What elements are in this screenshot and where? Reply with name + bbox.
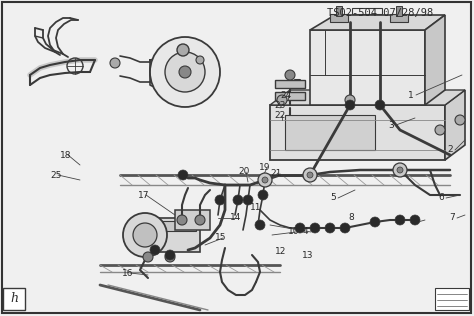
- Circle shape: [435, 125, 445, 135]
- Circle shape: [150, 245, 160, 255]
- Circle shape: [178, 170, 188, 180]
- Circle shape: [370, 217, 380, 227]
- Text: TS02-504 07/28/98: TS02-504 07/28/98: [327, 8, 433, 18]
- Polygon shape: [425, 15, 445, 105]
- Circle shape: [277, 95, 287, 105]
- Circle shape: [303, 168, 317, 182]
- Text: 20: 20: [238, 167, 249, 177]
- Circle shape: [395, 215, 405, 225]
- Circle shape: [393, 163, 407, 177]
- Text: 19: 19: [259, 163, 271, 173]
- Circle shape: [258, 190, 268, 200]
- Text: 4: 4: [303, 228, 309, 236]
- Bar: [435, 288, 469, 310]
- Text: 22: 22: [274, 111, 285, 119]
- Text: 2: 2: [447, 145, 453, 155]
- Circle shape: [243, 195, 253, 205]
- Circle shape: [143, 252, 153, 262]
- Text: 10: 10: [288, 228, 300, 236]
- Bar: [275, 80, 305, 88]
- Bar: [310, 30, 425, 105]
- Circle shape: [215, 195, 225, 205]
- Circle shape: [258, 173, 272, 187]
- Circle shape: [375, 100, 385, 110]
- Text: 18: 18: [60, 150, 72, 160]
- Text: 3: 3: [388, 120, 394, 130]
- Polygon shape: [270, 90, 465, 105]
- Circle shape: [165, 252, 175, 262]
- Circle shape: [410, 215, 420, 225]
- Bar: [352, 8, 382, 14]
- Bar: [175, 210, 210, 230]
- Polygon shape: [270, 105, 445, 160]
- Text: 23: 23: [274, 100, 285, 110]
- Circle shape: [397, 167, 403, 173]
- Text: 14: 14: [230, 214, 241, 222]
- Bar: [155, 218, 200, 252]
- Circle shape: [307, 172, 313, 178]
- Text: 21: 21: [270, 168, 282, 178]
- Circle shape: [255, 220, 265, 230]
- Bar: [336, 6, 342, 16]
- Circle shape: [285, 70, 295, 80]
- Polygon shape: [310, 15, 445, 30]
- Circle shape: [345, 95, 355, 105]
- Bar: [158, 221, 196, 231]
- Circle shape: [340, 223, 350, 233]
- Circle shape: [177, 215, 187, 225]
- Bar: [285, 115, 375, 150]
- Bar: [3, 288, 25, 310]
- Circle shape: [455, 115, 465, 125]
- Circle shape: [345, 100, 355, 110]
- Text: 7: 7: [449, 214, 455, 222]
- Circle shape: [196, 56, 204, 64]
- Text: 16: 16: [122, 269, 134, 277]
- Circle shape: [325, 223, 335, 233]
- Text: 13: 13: [302, 251, 313, 259]
- Text: 8: 8: [348, 214, 354, 222]
- Circle shape: [310, 223, 320, 233]
- Circle shape: [262, 177, 268, 183]
- Circle shape: [150, 37, 220, 107]
- Circle shape: [233, 195, 243, 205]
- Circle shape: [177, 44, 189, 56]
- Circle shape: [179, 66, 191, 78]
- Bar: [396, 6, 402, 16]
- Text: 1: 1: [408, 90, 414, 100]
- Circle shape: [133, 223, 157, 247]
- Text: 25: 25: [50, 171, 61, 179]
- Circle shape: [165, 52, 205, 92]
- Circle shape: [165, 250, 175, 260]
- Text: 15: 15: [215, 234, 227, 242]
- Bar: [275, 92, 305, 100]
- Circle shape: [110, 58, 120, 68]
- Text: 24: 24: [280, 90, 291, 100]
- Text: h: h: [10, 293, 18, 306]
- Polygon shape: [445, 90, 465, 160]
- Text: 6: 6: [438, 193, 444, 203]
- Bar: [330, 14, 348, 22]
- Text: 9: 9: [410, 217, 416, 227]
- Circle shape: [195, 215, 205, 225]
- Text: 17: 17: [138, 191, 149, 199]
- Text: 12: 12: [275, 247, 286, 257]
- Text: 11: 11: [250, 204, 262, 212]
- Circle shape: [295, 223, 305, 233]
- Text: 5: 5: [330, 193, 336, 203]
- Circle shape: [123, 213, 167, 257]
- Bar: [390, 14, 408, 22]
